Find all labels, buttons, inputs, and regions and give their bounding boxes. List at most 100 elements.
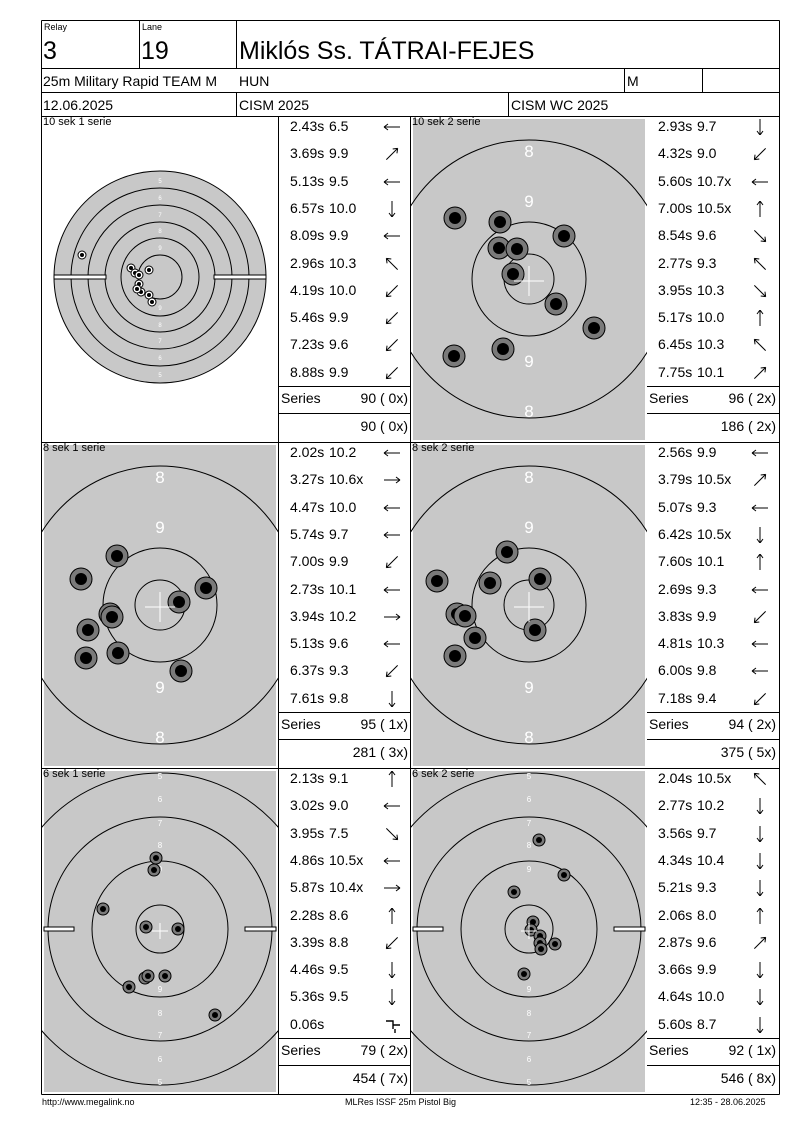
shot-row: 2.04s 10.5x [647, 765, 778, 792]
shot-time: 4.81s [658, 635, 693, 652]
shot-time: 5.13s [290, 635, 325, 652]
shot-value: 9.3 [329, 662, 349, 679]
svg-text:8: 8 [158, 323, 162, 329]
direction-arrow-icon [756, 310, 764, 327]
direction-arrow-icon [384, 613, 401, 621]
svg-text:6: 6 [158, 795, 163, 804]
shot-time: 7.23s [290, 336, 325, 353]
shot-row: 6.57s 10.0 [279, 195, 410, 222]
shot-value: 10.2 [329, 607, 357, 624]
shot-value: 9.4 [697, 689, 717, 706]
svg-text:9: 9 [527, 865, 532, 874]
series-total: 96 ( 2x) [728, 390, 776, 406]
series-label: Series [649, 716, 689, 732]
shot-row: 5.21s 9.3 [647, 874, 778, 901]
shot-value: 6.5 [329, 118, 349, 134]
direction-arrow-icon [385, 312, 399, 325]
shot-value: 9.9 [697, 607, 717, 624]
shot-time: 2.87s [658, 933, 693, 950]
shot-time: 4.19s [290, 281, 325, 298]
shot-value: 9.6 [697, 933, 717, 950]
shot-value: 9.9 [329, 227, 349, 244]
direction-arrow-icon [753, 772, 767, 786]
target-image: 5 5 6 6 7 7 8 8 9 9 [411, 769, 647, 1094]
shot-time: 4.86s [290, 851, 325, 868]
shot-row: 2.43s 6.5 [279, 113, 410, 140]
shot-value: 10.4x [329, 879, 364, 896]
shot-value: 9.9 [329, 309, 349, 326]
shot-value: 9.9 [329, 363, 349, 380]
series-total: 79 ( 2x) [360, 1042, 408, 1058]
direction-arrow-icon [756, 554, 764, 571]
series-label: Series [281, 1042, 321, 1058]
series-total: 90 ( 0x) [360, 390, 408, 406]
direction-arrow-icon [756, 962, 764, 979]
cumulative-total: 186 ( 2x) [720, 418, 776, 434]
shot-row: 7.23s 9.6 [279, 331, 410, 358]
relay-value: 3 [43, 37, 57, 65]
svg-text:5: 5 [527, 772, 532, 781]
svg-text:5: 5 [527, 1078, 532, 1087]
shot-row: 6.45s 10.3 [647, 331, 778, 358]
shot-value: 9.0 [329, 797, 349, 814]
footer-url[interactable]: http://www.megalink.no [42, 1097, 135, 1107]
shot-row: 2.96s 10.3 [279, 250, 410, 277]
shot-time: 6.37s [290, 662, 325, 679]
shot-value: 10.5x [329, 851, 364, 868]
direction-arrow-icon [753, 474, 767, 487]
direction-arrow-icon [385, 827, 399, 840]
shot-row: 3.39s 8.8 [279, 929, 410, 956]
series-title: 8 sek 2 serie [412, 442, 475, 454]
shot-row: 3.56s 9.7 [647, 820, 778, 847]
series-title: 8 sek 1 serie [43, 442, 106, 454]
shot-time: 2.04s [658, 770, 693, 786]
direction-arrow-icon [753, 257, 767, 270]
shot-value: 9.0 [697, 145, 717, 162]
direction-arrow-icon [751, 178, 768, 185]
shot-row: 2.02s 10.2 [279, 439, 410, 466]
shot-row: 2.69s 9.3 [647, 576, 778, 603]
shot-time: 3.79s [658, 471, 693, 488]
direction-arrow-icon [383, 178, 400, 185]
shot-value: 9.6 [329, 336, 349, 353]
shot-time: 8.88s [290, 363, 325, 380]
direction-arrow-icon [753, 339, 767, 352]
shot-time: 2.56s [658, 444, 693, 460]
shot-time: 2.73s [290, 580, 325, 597]
svg-text:6: 6 [527, 795, 532, 804]
svg-text:8: 8 [527, 841, 532, 850]
direction-arrow-icon [753, 936, 767, 949]
direction-arrow-icon [388, 907, 396, 924]
svg-text:9: 9 [155, 518, 164, 537]
direction-arrow-icon [383, 123, 400, 131]
svg-text:5: 5 [158, 772, 163, 781]
shot-value: 9.5 [329, 988, 349, 1005]
shot-time: 6.57s [290, 199, 325, 216]
shot-time: 7.18s [658, 689, 693, 706]
shot-time: 3.95s [290, 824, 325, 841]
shot-row: 3.95s 7.5 [279, 820, 410, 847]
svg-text:9: 9 [524, 678, 533, 697]
shot-row: 4.81s 10.3 [647, 630, 778, 657]
svg-text:8: 8 [158, 1009, 163, 1018]
shot-time: 2.28s [290, 906, 325, 923]
svg-text:9: 9 [524, 518, 533, 537]
shot-row: 8.88s 9.9 [279, 359, 410, 386]
shot-value: 9.9 [329, 553, 349, 570]
series-title: 6 sek 1 serie [43, 768, 106, 780]
svg-text:6: 6 [527, 1055, 532, 1064]
direction-arrow-icon [756, 880, 764, 897]
shot-value: 9.7 [697, 824, 717, 841]
svg-text:8: 8 [527, 1009, 532, 1018]
shot-row: 5.07s 9.3 [647, 494, 778, 521]
direction-arrow-icon [385, 284, 399, 297]
shot-row: 2.87s 9.6 [647, 929, 778, 956]
shot-value: 9.6 [329, 635, 349, 652]
svg-text:9: 9 [524, 192, 533, 211]
svg-text:5: 5 [158, 373, 162, 379]
direction-arrow-icon [388, 962, 396, 979]
direction-arrow-icon [751, 640, 768, 648]
shot-time: 5.87s [290, 879, 325, 896]
shot-row: 7.61s 9.8 [279, 685, 410, 712]
shot-row: 4.34s 10.4 [647, 847, 778, 874]
